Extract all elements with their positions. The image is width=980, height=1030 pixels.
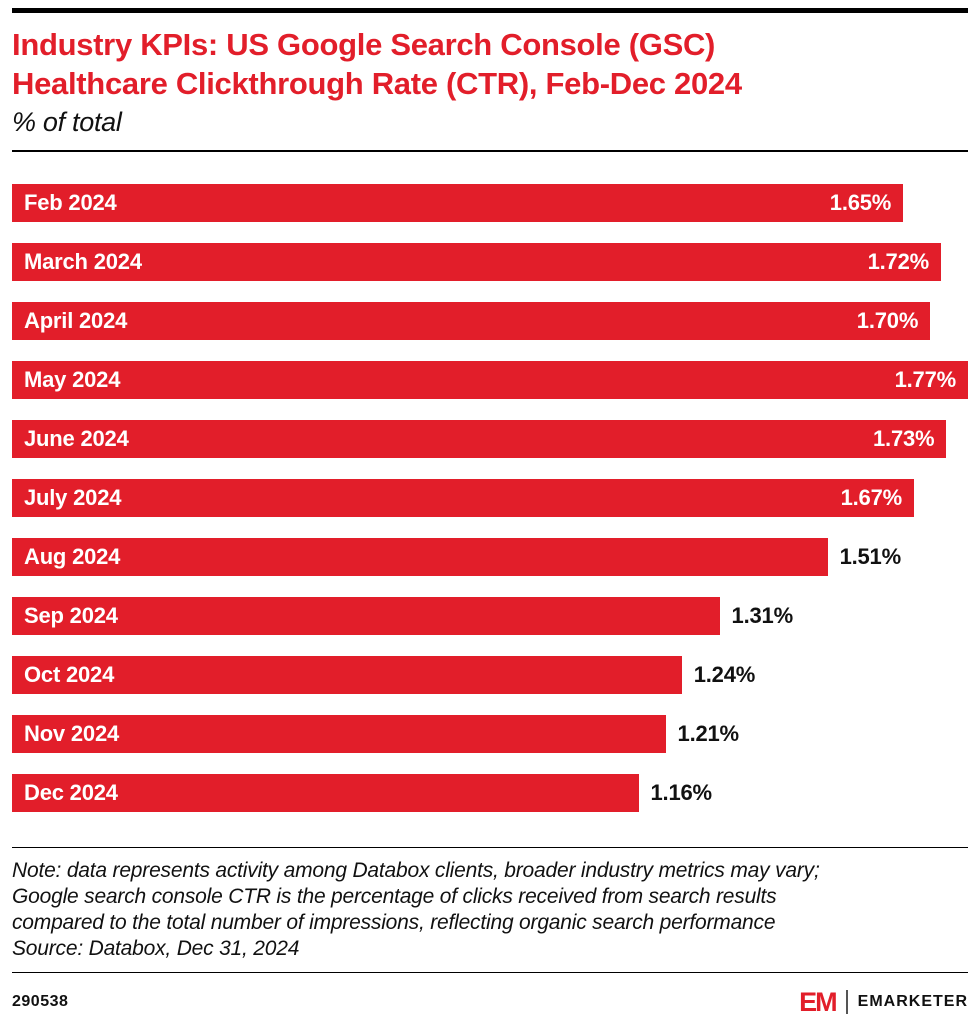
chart-title-line1: Industry KPIs: US Google Search Console … bbox=[12, 27, 716, 62]
bar: March 2024 1.72% bbox=[12, 243, 941, 281]
bar-category-label: Nov 2024 bbox=[24, 721, 120, 746]
bar-category-label: Sep 2024 bbox=[24, 603, 118, 628]
chart-subtitle: % of total bbox=[12, 107, 122, 137]
emarketer-logo-icon: EM bbox=[799, 986, 837, 1017]
brand-lockup: EM EMARKETER bbox=[799, 986, 968, 1017]
chart-title-line2: Healthcare Clickthrough Rate (CTR), Feb-… bbox=[12, 66, 742, 101]
bar: May 2024 1.77% bbox=[12, 361, 968, 399]
bar-row: Aug 2024 1.51% bbox=[12, 538, 968, 576]
bar-value-label: 1.70% bbox=[856, 308, 919, 333]
bar-value-label: 1.31% bbox=[731, 603, 794, 628]
bar: Dec 2024 bbox=[12, 774, 639, 812]
chart-id: 290538 bbox=[12, 993, 69, 1010]
bar-category-label: April 2024 bbox=[24, 308, 128, 333]
bar-category-label: July 2024 bbox=[24, 485, 122, 510]
top-rule bbox=[12, 8, 968, 13]
bar: July 2024 1.67% bbox=[12, 479, 914, 517]
bar-value-label: 1.16% bbox=[650, 780, 713, 805]
bar: April 2024 1.70% bbox=[12, 302, 931, 340]
bar-value-label: 1.67% bbox=[840, 485, 903, 510]
note-line3: compared to the total number of impressi… bbox=[12, 911, 776, 934]
note-line1: Note: data represents activity among Dat… bbox=[12, 859, 820, 882]
note-line2: Google search console CTR is the percent… bbox=[12, 885, 777, 908]
chart-note: Note: data represents activity among Dat… bbox=[12, 858, 968, 962]
bar-category-label: March 2024 bbox=[24, 249, 142, 274]
bar-category-label: June 2024 bbox=[24, 426, 129, 451]
bar: Sep 2024 bbox=[12, 597, 720, 635]
bar-row: Sep 2024 1.31% bbox=[12, 597, 968, 635]
footer: 290538 EM EMARKETER bbox=[12, 985, 968, 1019]
brand-name: EMARKETER bbox=[857, 993, 968, 1010]
bar-category-label: Dec 2024 bbox=[24, 780, 118, 805]
bar-row: April 2024 1.70% bbox=[12, 302, 968, 340]
bar-rows: Feb 2024 1.65% March 2024 1.72% April 2024 1.… bbox=[12, 184, 968, 812]
bar: Aug 2024 bbox=[12, 538, 828, 576]
bar-row: Dec 2024 1.16% bbox=[12, 774, 968, 812]
bar-value-label: 1.77% bbox=[894, 367, 957, 392]
bar-value-label: 1.73% bbox=[873, 426, 935, 451]
bar-row: June 2024 1.73% bbox=[12, 420, 968, 458]
bar-row: Oct 2024 1.24% bbox=[12, 656, 968, 694]
footer-divider bbox=[12, 972, 968, 973]
bar-category-label: Aug 2024 bbox=[24, 544, 121, 569]
note-source: Source: Databox, Dec 31, 2024 bbox=[12, 937, 300, 960]
bar-row: March 2024 1.72% bbox=[12, 243, 968, 281]
bar-category-label: Feb 2024 bbox=[24, 190, 117, 215]
bar-value-label: 1.65% bbox=[829, 190, 892, 215]
bar-value-label: 1.51% bbox=[839, 544, 902, 569]
subtitle-divider bbox=[12, 150, 968, 152]
bar: Feb 2024 1.65% bbox=[12, 184, 904, 222]
bar-row: July 2024 1.67% bbox=[12, 479, 968, 517]
bar-value-label: 1.21% bbox=[677, 721, 740, 746]
chart-page: Industry KPIs: US Google Search Console … bbox=[0, 8, 980, 1030]
bar: Nov 2024 bbox=[12, 715, 666, 753]
bar-row: Nov 2024 1.21% bbox=[12, 715, 968, 753]
bar-category-label: Oct 2024 bbox=[24, 662, 115, 687]
chart-title: Industry KPIs: US Google Search Console … bbox=[12, 25, 968, 103]
bar-value-label: 1.24% bbox=[693, 662, 756, 687]
bar: June 2024 1.73% bbox=[12, 420, 947, 458]
bar: Oct 2024 bbox=[12, 656, 682, 694]
bar-row: Feb 2024 1.65% bbox=[12, 184, 968, 222]
note-divider bbox=[12, 847, 968, 848]
brand-divider bbox=[845, 990, 848, 1014]
bar-category-label: May 2024 bbox=[24, 367, 121, 392]
bar-row: May 2024 1.77% bbox=[12, 361, 968, 399]
bar-value-label: 1.72% bbox=[867, 249, 930, 274]
